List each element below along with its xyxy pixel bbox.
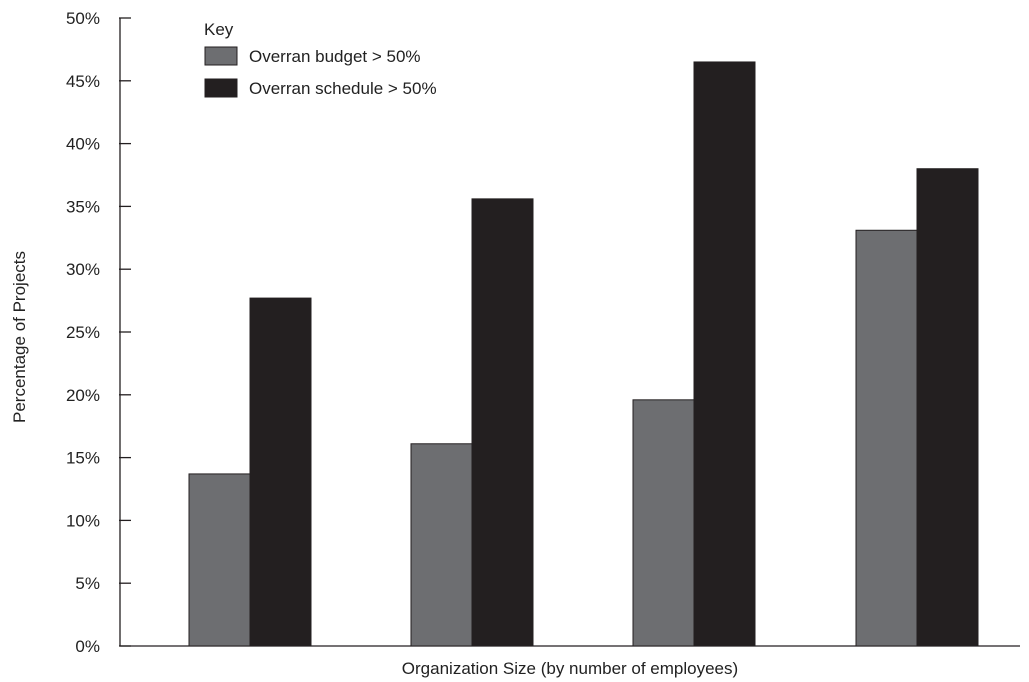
legend-title: Key xyxy=(204,20,234,39)
legend-label-2: Overran schedule > 50% xyxy=(249,79,437,98)
y-tick-label: 35% xyxy=(66,197,100,216)
bar-schedule-1 xyxy=(249,297,312,647)
y-tick-label: 20% xyxy=(66,386,100,405)
bar-budget-2 xyxy=(410,443,473,647)
bar-budget-3 xyxy=(632,399,695,647)
legend: Key Overran budget > 50% Overran schedule … xyxy=(204,20,437,98)
y-axis: 0% 5% 10% 15% 20% 25% 30% 35% 40% 45% 50% xyxy=(66,9,131,656)
y-tick-label: 50% xyxy=(66,9,100,28)
y-tick-label: 30% xyxy=(66,260,100,279)
legend-swatch-1 xyxy=(204,46,238,66)
legend-label-1: Overran budget > 50% xyxy=(249,47,421,66)
y-tick-label: 25% xyxy=(66,323,100,342)
bar-schedule-2 xyxy=(471,198,534,647)
bar-schedule-4 xyxy=(916,168,979,647)
y-tick-label: 15% xyxy=(66,449,100,468)
y-axis-label: Percentage of Projects xyxy=(10,251,29,423)
y-tick-label: 0% xyxy=(75,637,100,656)
legend-swatch-2 xyxy=(204,78,238,98)
y-tick-label: 10% xyxy=(66,511,100,530)
x-axis-label: Organization Size (by number of employee… xyxy=(402,659,738,678)
bar-schedule-3 xyxy=(693,61,756,647)
y-tick-label: 45% xyxy=(66,72,100,91)
bar-budget-4 xyxy=(855,229,918,647)
y-tick-label: 40% xyxy=(66,135,100,154)
bar-budget-1 xyxy=(188,473,251,647)
y-tick-label: 5% xyxy=(75,574,100,593)
bars xyxy=(188,61,979,647)
